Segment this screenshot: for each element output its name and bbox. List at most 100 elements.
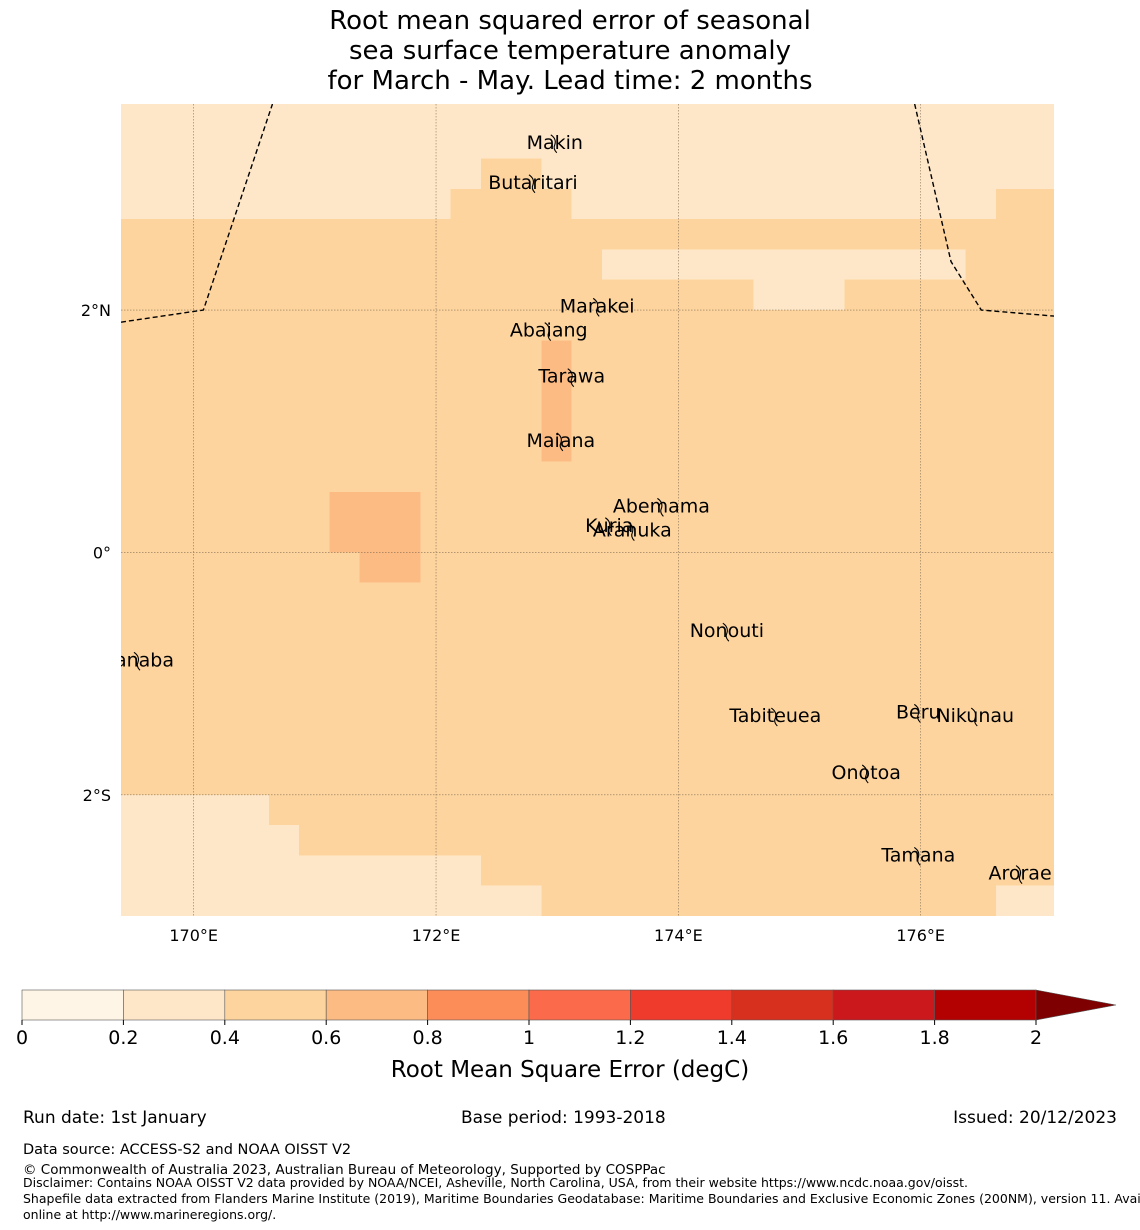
- rmse-cell: [359, 552, 421, 583]
- issued-date: Issued: 20/12/2023: [953, 1108, 1117, 1128]
- colorbar-tick-label: 1.8: [919, 1027, 949, 1049]
- colorbar-segment: [934, 989, 1037, 1021]
- island-outline: [913, 846, 921, 866]
- colorbar-segment: [224, 989, 327, 1021]
- colorbar-tick-label: 0.8: [412, 1027, 442, 1049]
- base-period: Base period: 1993-2018: [461, 1108, 666, 1128]
- x-tick-label: 170°E: [169, 926, 218, 945]
- colorbar: 0 0.2 0.4 0.6 0.8 1 1.2 1.4 1.6 1.8 2: [16, 989, 1117, 1049]
- colorbar-tick-label: 1.4: [717, 1027, 747, 1049]
- eez-boundary-line: [913, 104, 1054, 317]
- eez-boundary-line: [121, 104, 274, 323]
- colorbar-segment: [528, 989, 631, 1021]
- island-label: Tabiteuea: [728, 705, 821, 727]
- island-label: Tarawa: [537, 366, 605, 388]
- colorbar-segment: [630, 989, 733, 1021]
- rmse-cell: [329, 491, 421, 553]
- title-line-2: sea surface temperature anomaly: [349, 36, 791, 66]
- island-label: Butaritari: [488, 172, 577, 194]
- x-tick-label: 176°E: [896, 926, 945, 945]
- rmse-cell: [995, 885, 1054, 916]
- colorbar-segment: [21, 989, 124, 1021]
- island-label: Maiana: [527, 430, 596, 452]
- island-label: Nonouti: [690, 620, 764, 642]
- island-labels: Makin Butaritari Marakei Abaiang Tarawa Maian…: [102, 132, 1052, 885]
- island-outline: [133, 651, 141, 671]
- x-tick-label: 174°E: [654, 926, 703, 945]
- title-line-1: Root mean squared error of seasonal: [329, 6, 811, 36]
- island-label: Makin: [527, 132, 583, 154]
- run-date: Run date: 1st January: [23, 1108, 207, 1128]
- island-outline: [722, 622, 730, 642]
- island-outline: [628, 522, 635, 541]
- y-tick-label: 0°: [93, 543, 111, 562]
- rmse-cell: [541, 340, 572, 462]
- chart-title: Root mean squared error of seasonal sea …: [170, 6, 970, 96]
- colorbar-segment: [832, 989, 935, 1021]
- disclaimer: Disclaimer: Contains NOAA OISST V2 data …: [23, 1175, 968, 1190]
- eez-boundaries: [121, 104, 1054, 323]
- colorbar-tick-label: 1: [523, 1027, 535, 1049]
- colorbar-tick-label: 0.4: [210, 1027, 240, 1049]
- rmse-cell: [753, 279, 845, 311]
- colorbar-tick-label: 1.2: [615, 1027, 645, 1049]
- rmse-cell: [450, 188, 572, 220]
- axis-ticks: 170°E 172°E 174°E 176°E 2°N 0° 2°S: [81, 301, 945, 945]
- rmse-cell: [480, 158, 542, 189]
- graticule: [121, 104, 1054, 916]
- y-tick-label: 2°N: [81, 301, 111, 320]
- colorbar-tick-label: 0.6: [311, 1027, 341, 1049]
- rmse-field: [121, 104, 1054, 916]
- island-label: Banaba: [102, 649, 174, 671]
- island-outline: [592, 297, 600, 317]
- island-label: Tamana: [880, 844, 955, 866]
- data-source: Data source: ACCESS-S2 and NOAA OISST V2: [23, 1142, 352, 1158]
- colorbar-segment: [325, 989, 428, 1021]
- island-outline: [970, 707, 978, 727]
- title-line-3: for March - May. Lead time: 2 months: [327, 66, 813, 96]
- island-outline: [528, 174, 536, 194]
- island-outline: [604, 517, 612, 537]
- rmse-cell: [904, 219, 996, 250]
- island-outline: [1015, 865, 1023, 884]
- island-label: Kuria: [585, 515, 633, 537]
- colorbar-label: Root Mean Square Error (degC): [391, 1057, 749, 1083]
- copyright-notice: © Commonwealth of Australia 2023, Austra…: [23, 1162, 666, 1178]
- island-label: Abemama: [613, 495, 710, 517]
- island-label: Arorae: [988, 863, 1051, 885]
- shapefile-credit-2: online at http://www.marineregions.org/.: [23, 1207, 277, 1222]
- island-label: Aranuka: [593, 520, 672, 542]
- colorbar-tick-label: 2: [1030, 1027, 1042, 1049]
- island-outline: [567, 368, 575, 388]
- island-outline: [861, 764, 869, 784]
- rmse-cell: [121, 219, 178, 250]
- colorbar-tick-label: 0.2: [108, 1027, 138, 1049]
- colorbar-segment: [427, 989, 530, 1021]
- colorbar-extend-arrow: [1035, 989, 1117, 1021]
- colorbar-tick-label: 1.6: [818, 1027, 848, 1049]
- rmse-cell: [1026, 188, 1054, 220]
- island-outline: [770, 707, 778, 727]
- island-outline: [913, 703, 921, 723]
- rmse-cell: [268, 825, 300, 916]
- rmse-cell: [266, 188, 1054, 220]
- colorbar-segment: [731, 989, 834, 1021]
- rmse-cell: [692, 249, 936, 280]
- shapefile-credit-1: Shapefile data extracted from Flanders M…: [23, 1191, 1140, 1206]
- rmse-cell: [121, 794, 269, 916]
- x-tick-label: 172°E: [412, 926, 461, 945]
- colorbar-segment: [123, 989, 226, 1021]
- island-label: Onotoa: [832, 762, 901, 784]
- rmse-cell: [299, 855, 481, 916]
- rmse-cell: [480, 885, 542, 916]
- y-tick-label: 2°S: [83, 786, 111, 805]
- island-outline: [550, 134, 558, 154]
- island-outline: [544, 322, 552, 342]
- island-outline: [556, 432, 564, 452]
- map-figure: Makin Butaritari Marakei Abaiang Tarawa Maian…: [16, 104, 1117, 1083]
- colorbar-tick-label: 0: [16, 1027, 28, 1049]
- island-label: Beru: [896, 701, 941, 723]
- island-label: Nikunau: [936, 705, 1014, 727]
- island-label: Marakei: [560, 295, 635, 317]
- island-outline: [657, 497, 664, 517]
